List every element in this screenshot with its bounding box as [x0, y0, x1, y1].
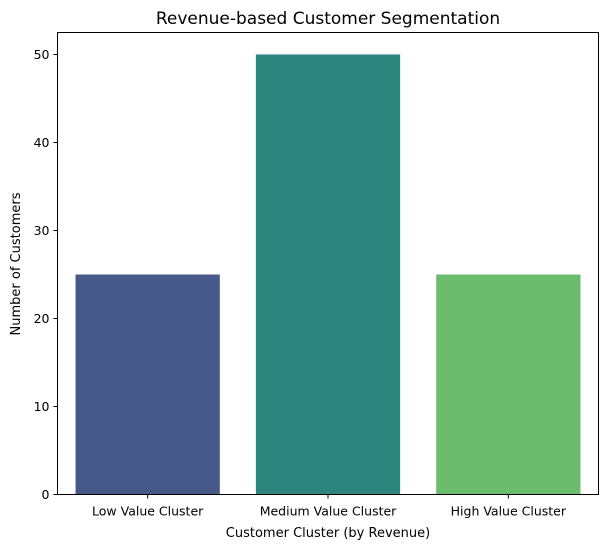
bars-group [75, 54, 581, 495]
plot-frame [57, 32, 599, 495]
chart-title: Revenue-based Customer Segmentation [156, 9, 500, 29]
x-tick-label: High Value Cluster [451, 504, 567, 519]
x-tick-label: Low Value Cluster [92, 504, 204, 519]
y-tick-label: 10 [34, 399, 50, 414]
x-axis-label: Customer Cluster (by Revenue) [226, 526, 430, 541]
y-tick-label: 40 [34, 135, 50, 150]
x-axis-ticks: Low Value Cluster Medium Value Cluster Hig… [92, 494, 567, 519]
bar-high-value-cluster [436, 274, 581, 495]
x-tick-label: Medium Value Cluster [260, 504, 397, 519]
y-tick-label: 30 [34, 223, 50, 238]
bar-medium-value-cluster [255, 54, 401, 495]
y-tick-label: 20 [34, 311, 50, 326]
y-axis-ticks: 0 10 20 30 40 50 [34, 47, 58, 502]
y-tick-label: 0 [42, 487, 50, 502]
y-tick-label: 50 [34, 47, 50, 62]
bar-low-value-cluster [75, 274, 220, 495]
y-axis-label: Number of Customers [9, 192, 24, 335]
